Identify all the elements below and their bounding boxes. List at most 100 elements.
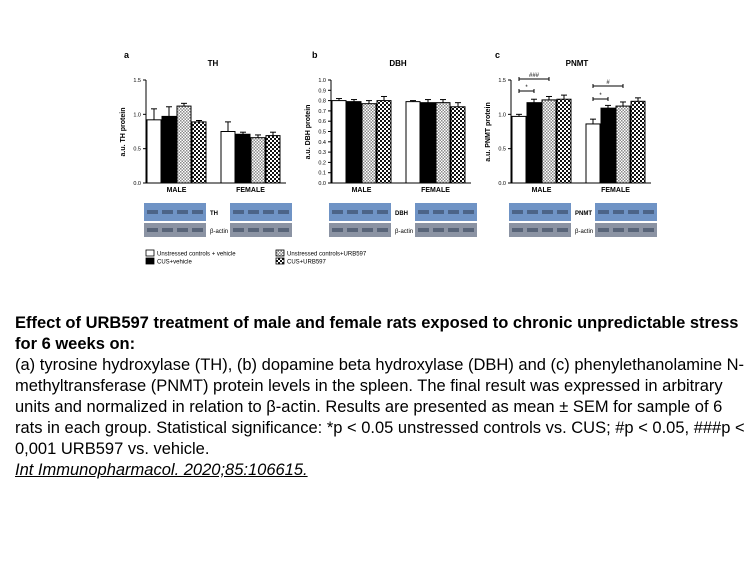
y-tick-label: 0.2 [318,160,326,166]
bar [615,105,631,184]
significance-label: * [525,85,528,91]
bar [630,100,646,184]
blot-band [433,210,444,214]
bar [346,101,362,184]
legend-swatch [275,257,285,265]
blot-target-strip [329,203,391,221]
bar [585,123,601,184]
blot-label: β-actin [210,229,228,235]
bar [265,135,281,184]
blot-band [347,228,358,232]
y-tick-label: 0.5 [318,130,326,136]
blot-target-strip [509,203,571,221]
blot-band [598,228,609,232]
y-tick-label: 1.5 [133,78,141,84]
blot-band [377,210,388,214]
y-tick-label: 1.0 [133,112,141,118]
caption-citation: Int Immunopharmacol. 2020;85:106615. [15,461,308,479]
caption: Effect of URB597 treatment of male and f… [15,313,745,481]
category-label: FEMALE [601,187,630,194]
panel-title: PNMT [566,59,589,68]
blot-actin-strip [595,223,657,237]
blot-band [557,210,568,214]
y-tick-label: 0.5 [498,147,506,153]
blot-band [263,210,274,214]
bar [556,98,572,184]
significance-label: ### [529,73,540,79]
panel-title: TH [208,59,219,68]
blot-band [463,210,474,214]
figure: a TH a.u. TH protein 0.0 0.5 1.0 1.5 MALE FEMALE… [120,50,657,266]
blot-band [448,228,459,232]
y-tick-label: 0.0 [318,181,326,187]
blot-band [192,210,203,214]
blot-band [512,210,523,214]
bar [435,102,451,184]
blot-band [448,210,459,214]
legend-swatch [145,257,155,265]
blot-label: β-actin [575,229,593,235]
y-tick-label: 0.6 [318,119,326,125]
blot-band [278,228,289,232]
significance-label: # [606,80,610,86]
bar [600,107,616,184]
bar [420,102,436,184]
category-label: MALE [352,187,372,194]
bar [511,115,527,184]
bar [331,100,347,184]
blot-band [463,228,474,232]
legend-label: CUS+URB597 [287,260,327,266]
blot-band [278,210,289,214]
blot-band [527,228,538,232]
blot-band [643,228,654,232]
blot-band [613,228,624,232]
blot-actin-strip [329,223,391,237]
bar [146,119,162,184]
bar [161,115,177,184]
y-axis-label: a.u. PNMT protein [485,102,492,162]
legend-label: Unstressed controls + vehicle [157,252,236,258]
caption-body: (a) tyrosine hydroxylase (TH), (b) dopam… [15,356,745,458]
blot-band [177,228,188,232]
bar [235,133,251,184]
bar [541,99,557,184]
y-tick-label: 0.0 [498,181,506,187]
significance-label: * [599,93,602,99]
category-label: FEMALE [236,187,265,194]
y-axis-label: a.u. DBH protein [305,105,312,160]
blot-band [332,228,343,232]
blot-label: PNMT [575,211,592,217]
panel-title: DBH [389,59,407,68]
blot-band [162,228,173,232]
blot-band [263,228,274,232]
bar [526,102,542,184]
category-label: MALE [532,187,552,194]
blot-band [332,210,343,214]
y-tick-label: 0.7 [318,109,326,115]
blot-band [192,228,203,232]
blot-band [628,228,639,232]
panel-letter: b [312,50,318,60]
blot-band [147,228,158,232]
bar [361,103,377,184]
blot-band [643,210,654,214]
legend-label: Unstressed controls+URB597 [287,252,367,258]
y-tick-label: 0.4 [318,140,326,146]
blot-band [527,210,538,214]
blot-actin-strip [415,223,477,237]
category-label: MALE [167,187,187,194]
blot-band [248,210,259,214]
y-tick-label: 0.5 [133,147,141,153]
blot-label: TH [210,211,218,217]
y-tick-label: 0.1 [318,171,326,177]
blot-label: β-actin [395,229,413,235]
blot-band [248,228,259,232]
bar [450,106,466,184]
blot-target-strip [230,203,292,221]
bar [250,137,266,184]
y-tick-label: 0.0 [133,181,141,187]
panel-letter: c [495,50,500,60]
blot-band [598,210,609,214]
bar [220,131,236,184]
blot-band [542,228,553,232]
